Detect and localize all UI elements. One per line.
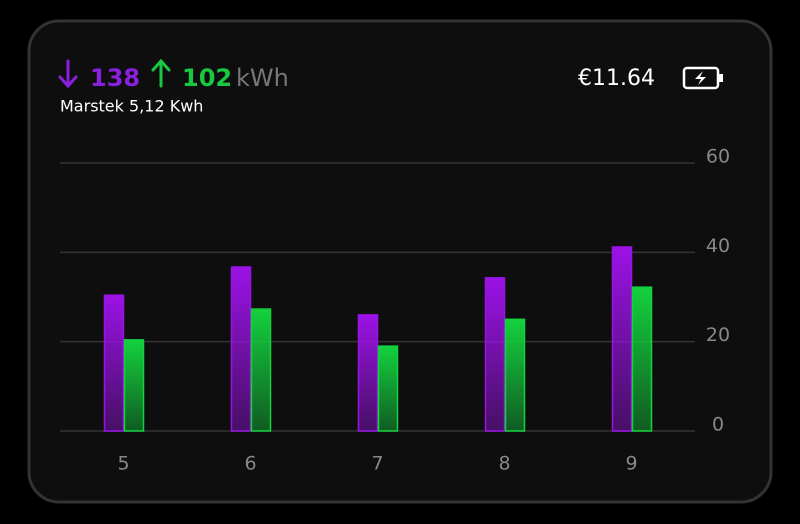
export-value: 102 (182, 64, 232, 92)
bar (377, 345, 399, 432)
import-arrow (58, 59, 78, 89)
bar (123, 339, 145, 432)
bar (357, 314, 379, 432)
bar (484, 277, 506, 432)
bar (611, 246, 633, 432)
bar (631, 286, 653, 432)
subtitle: Marstek 5,12 Kwh (60, 97, 203, 116)
battery-icon (682, 66, 723, 90)
import-value: 138 (90, 64, 140, 92)
y-tick-label: 60 (706, 146, 730, 168)
export-arrow (151, 58, 171, 88)
x-tick-label: 7 (371, 453, 383, 475)
x-tick-label: 9 (625, 453, 637, 475)
cost: €11.64 (578, 66, 655, 91)
bar (504, 318, 526, 432)
bar (103, 294, 125, 432)
y-tick-label: 40 (706, 235, 730, 257)
x-tick-label: 5 (117, 453, 129, 475)
card (27, 19, 773, 504)
unit: kWh (236, 64, 289, 92)
bar (250, 308, 272, 432)
y-tick-label: 0 (712, 414, 724, 436)
bar (230, 266, 252, 432)
x-tick-label: 6 (244, 453, 256, 475)
y-tick-label: 20 (706, 324, 730, 346)
x-tick-label: 8 (498, 453, 510, 475)
